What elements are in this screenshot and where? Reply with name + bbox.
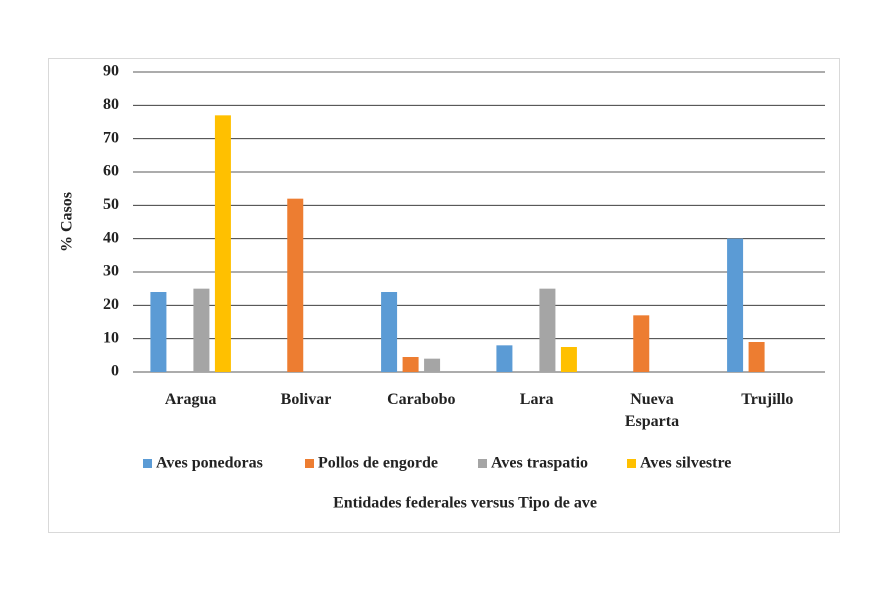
x-axis-title: Entidades federales versus Tipo de ave (333, 495, 597, 512)
legend-label: Aves silvestre (640, 455, 731, 472)
y-tick-label: 30 (103, 263, 119, 280)
bar (633, 315, 650, 372)
y-tick-label: 10 (103, 329, 119, 346)
y-tick-label: 60 (103, 163, 119, 180)
bar (560, 347, 577, 372)
legend-swatch (627, 459, 636, 468)
bar (150, 292, 167, 372)
y-tick-label: 40 (103, 229, 119, 246)
y-tick-label: 50 (103, 196, 119, 213)
bar (193, 288, 210, 372)
bar (287, 198, 304, 372)
x-tick-label: Trujillo (741, 391, 794, 408)
x-tick-label: Carabobo (387, 391, 456, 408)
bar (748, 342, 765, 372)
legend-swatch (478, 459, 487, 468)
y-tick-label: 90 (103, 63, 119, 80)
y-tick-label: 20 (103, 296, 119, 313)
x-tick-label: Bolivar (280, 391, 332, 408)
x-tick-label: Nueva Esparta (624, 391, 680, 430)
legend-label: Pollos de engorde (318, 455, 438, 472)
bar (496, 345, 513, 372)
legend-label: Aves ponedoras (156, 455, 263, 472)
x-tick-label: Lara (519, 391, 554, 408)
bar (539, 288, 556, 372)
bar (727, 238, 744, 372)
y-axis-title: % Casos (59, 192, 76, 252)
y-tick-label: 70 (103, 129, 119, 146)
y-tick-label: 0 (111, 363, 119, 380)
y-tick-label: 80 (103, 96, 119, 113)
x-tick-label: Aragua (164, 391, 217, 408)
bar (402, 357, 419, 372)
bar (381, 292, 398, 372)
bar (424, 358, 441, 372)
legend-swatch (305, 459, 314, 468)
bar (214, 115, 231, 372)
chart-frame (48, 58, 840, 533)
legend-swatch (143, 459, 152, 468)
legend-label: Aves traspatio (491, 455, 588, 472)
